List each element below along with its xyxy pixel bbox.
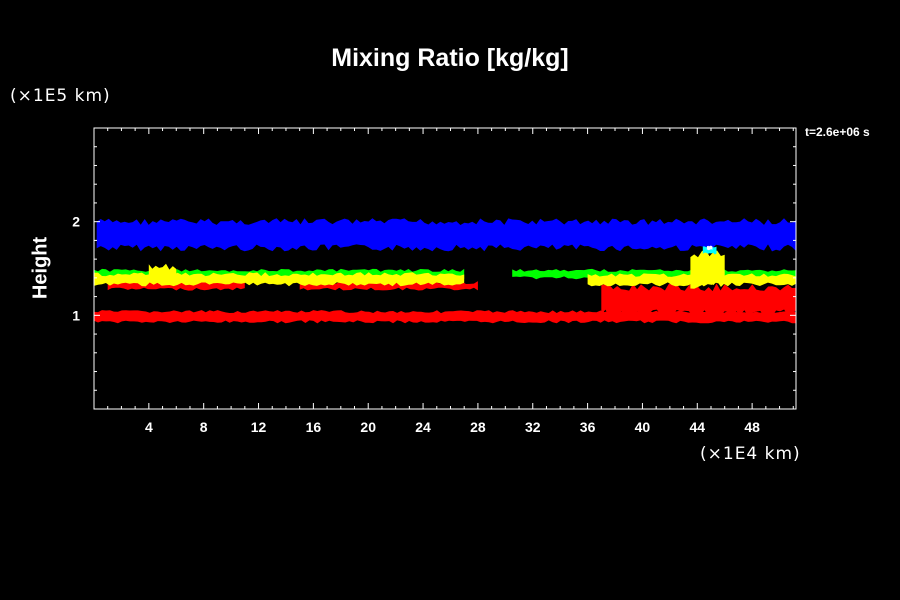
yellow-plume-west	[148, 263, 177, 284]
x-axis-unit: (×1E4 km)	[700, 444, 801, 464]
red-band-lower	[94, 310, 796, 324]
y-tick-label: 2	[72, 214, 80, 230]
time-stamp: t=2.6e+06 s	[805, 125, 870, 139]
x-tick-label: 44	[689, 419, 705, 435]
x-tick-label: 20	[360, 419, 376, 435]
x-tick-label: 8	[200, 419, 208, 435]
axes-box	[93, 127, 797, 410]
plot-frame	[93, 127, 797, 410]
x-tick-label: 36	[580, 419, 596, 435]
blue-band	[96, 218, 796, 252]
y-tick-label: 1	[72, 307, 80, 323]
x-tick-label: 40	[635, 419, 651, 435]
yellow-band-west	[94, 272, 465, 287]
x-tick-label: 48	[744, 419, 760, 435]
x-tick-label: 32	[525, 419, 541, 435]
y-axis: 12	[72, 146, 796, 391]
y-axis-unit: (×1E5 km)	[10, 86, 111, 106]
mixing-ratio-field	[94, 218, 796, 324]
x-tick-label: 16	[306, 419, 322, 435]
x-tick-label: 28	[470, 419, 486, 435]
red-band-east	[601, 283, 796, 318]
x-tick-label: 4	[145, 419, 153, 435]
x-axis: 4 8 12 16 20 24 28 32 36 40 44 48	[107, 128, 794, 435]
white-cap	[706, 245, 713, 251]
x-tick-label: 12	[251, 419, 267, 435]
cyan-cap	[702, 246, 717, 255]
chart-title: Mixing Ratio [kg/kg]	[331, 44, 569, 72]
yellow-plume-east	[690, 249, 725, 289]
x-tick-label: 24	[415, 419, 431, 435]
